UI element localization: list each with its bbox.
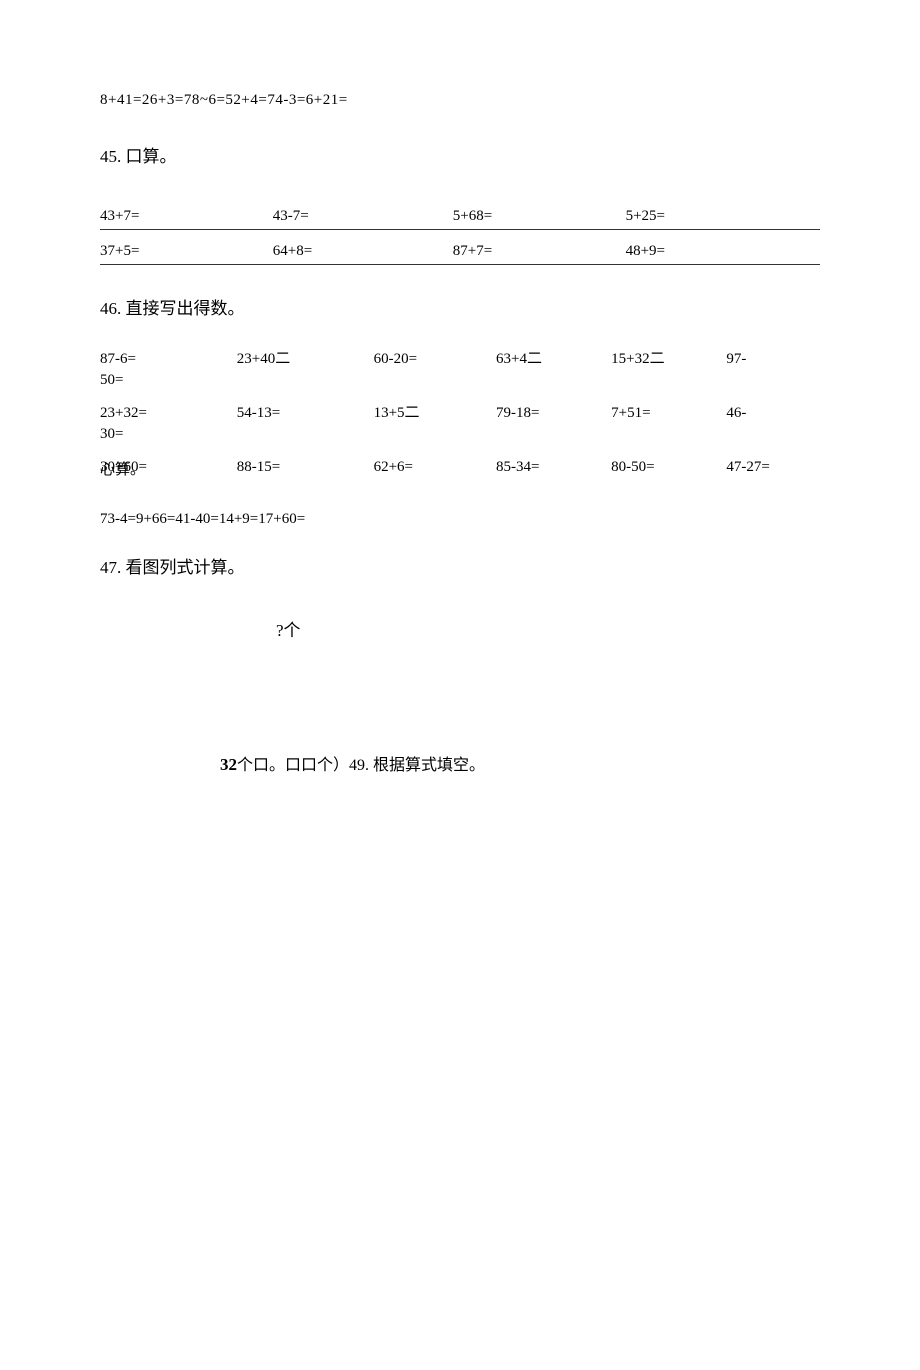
q46-r2-c3: 13+5二	[374, 403, 496, 457]
q45-r2-c1: 37+5=	[100, 232, 273, 265]
q47-bottom-line: 32个口。口口个）49. 根据算式填空。	[100, 753, 820, 777]
q46-r2-c5: 7+51=	[611, 403, 726, 457]
q45-table-row1: 43+7= 43-7= 5+68= 5+25=	[100, 197, 820, 230]
q46-r1-c5: 15+32二	[611, 349, 726, 403]
q45-r1-c4: 5+25=	[626, 197, 820, 230]
q46-r1-c3: 60-20=	[374, 349, 496, 403]
q46-r3-c6: 47-27=	[726, 457, 820, 483]
q46-r2-c2: 54-13=	[237, 403, 374, 457]
q45-r2-c4: 48+9=	[626, 232, 820, 265]
q45-table-row2: 37+5= 64+8= 87+7= 48+9=	[100, 232, 820, 265]
q46-r2-c6: 46-	[726, 403, 820, 457]
q46-grid: 87-6= 50= 23+40二 60-20= 63+4二 15+32二 97-…	[100, 349, 820, 483]
q46-r3-c1: 30+60= 心算。	[100, 457, 237, 483]
q46-r1-c2: 23+40二	[237, 349, 374, 403]
q45-r1-c1: 43+7=	[100, 197, 273, 230]
q46-r3-c4: 85-34=	[496, 457, 611, 483]
q46-r2-c1: 23+32= 30=	[100, 403, 237, 457]
q47-rest: 个口。口口个）49. 根据算式填空。	[237, 757, 485, 774]
q45-r1-c2: 43-7=	[273, 197, 453, 230]
q47-heading: 47. 看图列式计算。	[100, 556, 820, 580]
q47-center-text: ?个	[100, 619, 820, 643]
q46-r2-c4: 79-18=	[496, 403, 611, 457]
q47-bold-num: 32	[220, 755, 237, 774]
q46-r1-c1: 87-6= 50=	[100, 349, 237, 403]
q46-r3-c3: 62+6=	[374, 457, 496, 483]
q46-r1-c4: 63+4二	[496, 349, 611, 403]
q46-r3-c5: 80-50=	[611, 457, 726, 483]
q46-r1-c6: 97-	[726, 349, 820, 403]
q46-r3-c2: 88-15=	[237, 457, 374, 483]
q45-heading: 45. 口算。	[100, 141, 820, 169]
q45-r2-c2: 64+8=	[273, 232, 453, 265]
q45-r1-c3: 5+68=	[453, 197, 626, 230]
equation-line-2: 73-4=9+66=41-40=14+9=17+60=	[100, 509, 820, 530]
equation-line-1: 8+41=26+3=78~6=52+4=74-3=6+21=	[100, 90, 820, 111]
q46-heading: 46. 直接写出得数。	[100, 293, 820, 321]
q45-r2-c3: 87+7=	[453, 232, 626, 265]
